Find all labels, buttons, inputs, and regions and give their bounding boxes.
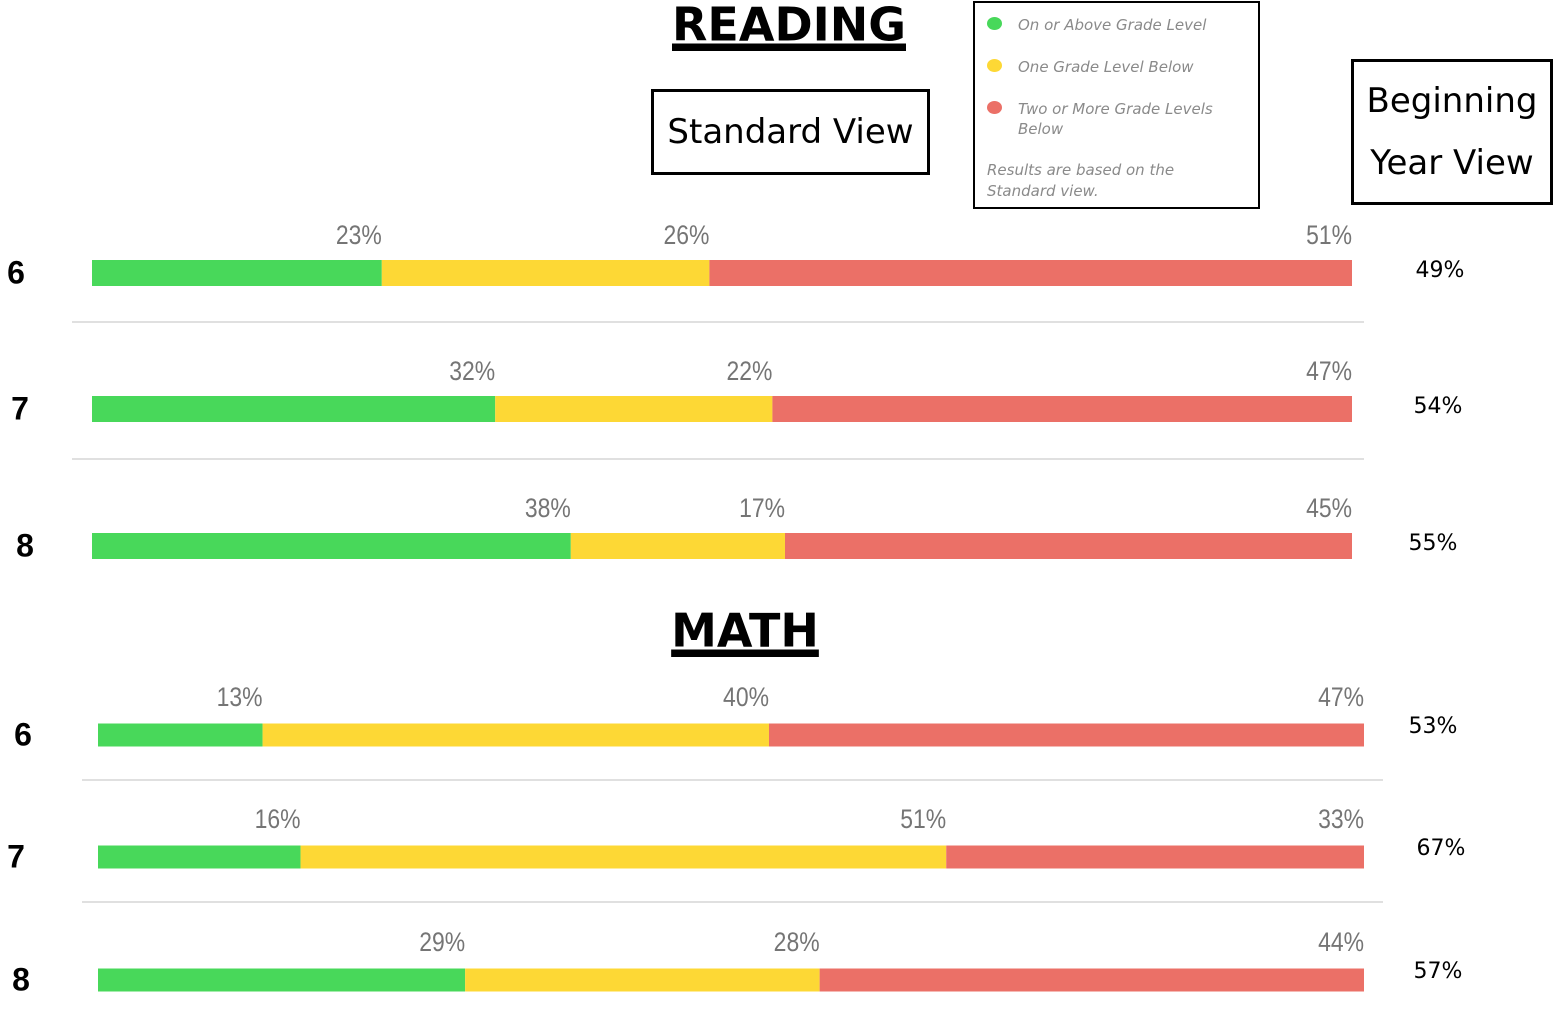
- chart-title: MATH: [671, 604, 819, 658]
- bar-segment: [709, 260, 1352, 286]
- beginning-year-value: 49%: [1416, 258, 1465, 283]
- bar-segment: [495, 396, 773, 422]
- category-label: 7: [11, 390, 29, 426]
- data-label: 51%: [1306, 220, 1352, 250]
- data-label: 32%: [449, 356, 495, 386]
- data-label: 13%: [217, 682, 263, 712]
- legend-item: Two or More Grade Levels Below: [987, 99, 1243, 139]
- beginning-year-value: 57%: [1414, 959, 1463, 984]
- category-label: 6: [7, 254, 25, 290]
- data-label: 22%: [726, 356, 772, 386]
- bar-segment: [946, 845, 1364, 869]
- standard-view-label: Standard View: [651, 89, 930, 175]
- bar-segment: [465, 968, 820, 992]
- beginning-year-view-label: Beginning Year View: [1351, 59, 1553, 205]
- legend: On or Above Grade Level One Grade Level …: [973, 1, 1260, 209]
- category-label: 8: [12, 961, 30, 997]
- data-label: 44%: [1318, 927, 1364, 957]
- beginning-year-value: 54%: [1414, 394, 1463, 419]
- bar-segment: [381, 260, 710, 286]
- data-label: 17%: [739, 493, 785, 523]
- bar-segment: [819, 968, 1364, 992]
- bar-segment: [262, 723, 769, 747]
- data-label: 40%: [723, 682, 769, 712]
- beginning-year-value: 53%: [1409, 714, 1458, 739]
- legend-label: Two or More Grade Levels Below: [1018, 100, 1213, 138]
- legend-label: On or Above Grade Level: [1018, 16, 1207, 34]
- legend-item: One Grade Level Below: [987, 57, 1243, 77]
- bar-segment: [785, 533, 1352, 559]
- legend-swatch: [987, 101, 1002, 114]
- data-label: 16%: [255, 804, 301, 834]
- beginning-year-value: 55%: [1409, 531, 1458, 556]
- category-label: 8: [16, 527, 34, 563]
- bar-segment: [768, 723, 1364, 747]
- bar-segment: [92, 396, 496, 422]
- bar-segment: [98, 968, 466, 992]
- bar-segment: [300, 845, 947, 869]
- legend-note: Results are based on the Standard view.: [987, 161, 1175, 200]
- bar-segment: [92, 260, 382, 286]
- chart-title: READING: [672, 0, 906, 52]
- bar-segment: [570, 533, 785, 559]
- category-label: 6: [14, 716, 32, 752]
- bar-segment: [98, 723, 263, 747]
- data-label: 45%: [1306, 493, 1352, 523]
- data-label: 33%: [1318, 804, 1364, 834]
- data-label: 38%: [525, 493, 571, 523]
- legend-label: One Grade Level Below: [1018, 58, 1194, 76]
- bar-segment: [772, 396, 1352, 422]
- beginning-year-value: 67%: [1417, 836, 1466, 861]
- data-label: 29%: [419, 927, 465, 957]
- data-label: 51%: [900, 804, 946, 834]
- bar-segment: [98, 845, 301, 869]
- data-label: 47%: [1306, 356, 1352, 386]
- data-label: 23%: [336, 220, 382, 250]
- legend-swatch: [987, 17, 1002, 30]
- legend-swatch: [987, 59, 1002, 72]
- data-label: 28%: [774, 927, 820, 957]
- bar-segment: [92, 533, 571, 559]
- category-label: 7: [7, 838, 25, 874]
- data-label: 47%: [1318, 682, 1364, 712]
- legend-item: On or Above Grade Level: [987, 15, 1243, 35]
- data-label: 26%: [663, 220, 709, 250]
